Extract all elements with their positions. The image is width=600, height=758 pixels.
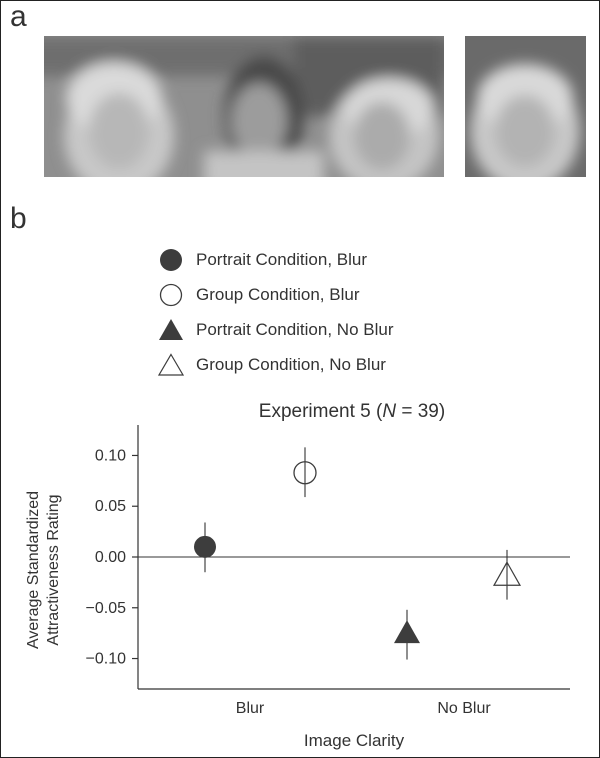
x-tick-label: No Blur xyxy=(437,700,491,717)
panel-b-label: b xyxy=(10,202,27,235)
data-point-group-noblur xyxy=(492,561,522,586)
open-circle-icon xyxy=(159,283,183,306)
plot-marks xyxy=(194,447,522,660)
filled-circle-icon xyxy=(160,248,182,271)
portrait-photo xyxy=(465,36,586,177)
legend-item: Portrait Condition, No Blur xyxy=(158,312,393,347)
x-axis-title: Image Clarity xyxy=(304,731,405,750)
legend-label: Group Condition, Blur xyxy=(196,284,360,304)
group-photo xyxy=(44,36,444,177)
y-tick-label: −0.05 xyxy=(86,600,127,617)
y-tick-label: −0.10 xyxy=(86,651,127,668)
open-triangle-icon xyxy=(158,352,184,376)
y-tick-label: 0.10 xyxy=(95,447,126,464)
legend-item: Portrait Condition, Blur xyxy=(158,242,393,277)
legend-label: Portrait Condition, No Blur xyxy=(196,319,394,339)
y-axis-title-line1: Average Standardized xyxy=(25,491,42,649)
filled-triangle-icon xyxy=(159,318,183,340)
legend-label: Portrait Condition, Blur xyxy=(196,249,368,269)
legend: Portrait Condition, Blur Group Condition… xyxy=(158,242,393,382)
chart: Experiment 5 (N = 39) Average Standardiz… xyxy=(25,401,570,750)
data-point-group-blur xyxy=(293,461,317,485)
legend-label: Group Condition, No Blur xyxy=(196,354,386,374)
y-axis-title-line2: Attractiveness Rating xyxy=(45,494,62,645)
legend-item: Group Condition, Blur xyxy=(158,277,393,312)
axes: 0.10 0.05 0.00 −0.05 −0.10 Blur No Blur xyxy=(86,425,570,717)
panel-a-label: a xyxy=(10,0,27,33)
chart-title: Experiment 5 (N = 39) xyxy=(259,401,445,422)
y-tick-label: 0.05 xyxy=(95,498,126,515)
y-tick-label: 0.00 xyxy=(95,549,126,566)
y-axis-title: Average Standardized Attractiveness Rati… xyxy=(25,491,62,649)
legend-item: Group Condition, No Blur xyxy=(158,347,393,382)
data-point-portrait-blur xyxy=(194,535,216,558)
x-tick-label: Blur xyxy=(236,700,265,717)
data-point-portrait-noblur xyxy=(394,620,420,644)
